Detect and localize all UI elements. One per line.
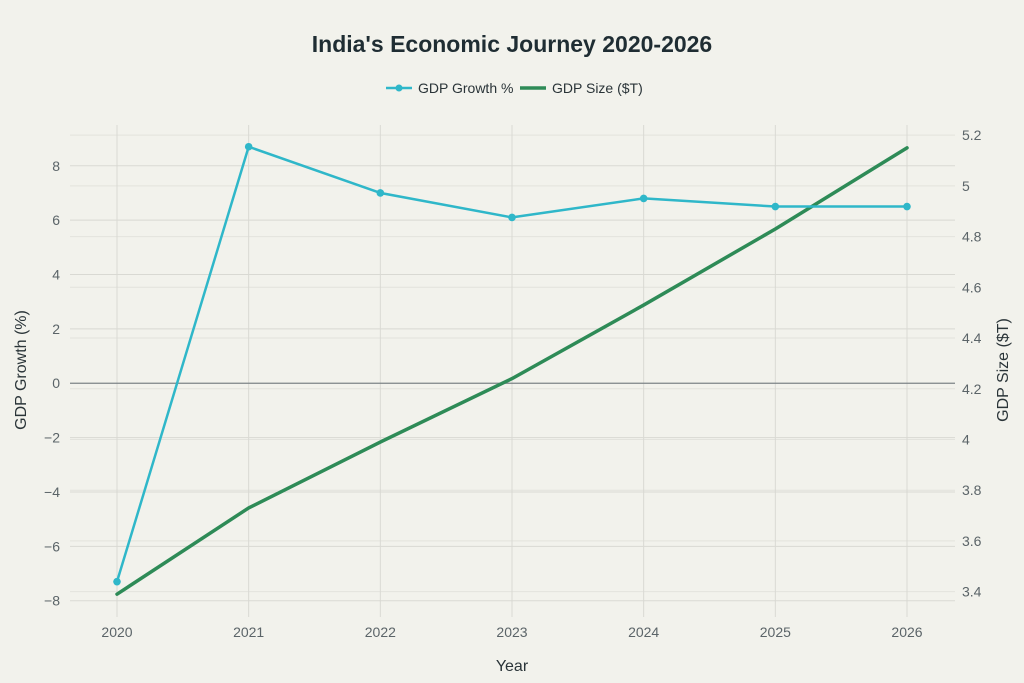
gdp-growth-point (771, 202, 780, 211)
y2-tick-label: 3.4 (962, 584, 982, 600)
series (113, 142, 911, 596)
y-tick-label: −2 (44, 430, 60, 446)
y2-tick-label: 4.8 (962, 229, 982, 245)
x-tick-label: 2021 (233, 624, 264, 640)
gdp-growth-point (244, 142, 253, 151)
y-tick-label: −8 (44, 593, 60, 609)
legend-label-growth: GDP Growth % (418, 80, 513, 96)
y2-tick-label: 4.6 (962, 279, 982, 295)
y-tick-label: −4 (44, 484, 60, 500)
x-tick-label: 2020 (101, 624, 132, 640)
y2-tick-label: 5.2 (962, 127, 982, 143)
gdp-size-line (115, 146, 909, 596)
y-tick-label: 4 (52, 267, 60, 283)
y-tick-label: 0 (52, 375, 60, 391)
gdp-growth-point (113, 577, 121, 586)
x-tick-label: 2026 (891, 624, 922, 640)
axes: 2020 2021 2022 2023 2024 2025 2026 −8 −6 −4 −2 0 2 4 6… (44, 127, 982, 640)
x-tick-label: 2022 (365, 624, 396, 640)
x-tick-label: 2025 (760, 624, 791, 640)
x-tick-label: 2023 (496, 624, 527, 640)
legend: GDP Growth % GDP Size ($T) (386, 80, 643, 96)
y-axis-title: GDP Growth (%) (13, 310, 30, 430)
legend-item-size[interactable]: GDP Size ($T) (520, 80, 643, 96)
y2-axis-title: GDP Size ($T) (995, 318, 1012, 422)
gdp-growth-point (376, 189, 385, 197)
legend-label-size: GDP Size ($T) (552, 80, 643, 96)
legend-marker-growth (395, 84, 403, 92)
chart-title: India's Economic Journey 2020-2026 (312, 31, 712, 57)
gdp-growth-point (639, 194, 648, 203)
y-tick-label: 8 (52, 158, 60, 174)
y2-tick-label: 4.2 (962, 381, 982, 397)
y2-tick-label: 4 (962, 431, 970, 447)
x-tick-label: 2024 (628, 624, 659, 640)
y2-tick-label: 5 (962, 178, 970, 194)
y2-tick-label: 3.6 (962, 533, 982, 549)
x-axis-title: Year (496, 658, 529, 675)
gridlines (70, 125, 955, 617)
legend-item-growth[interactable]: GDP Growth % (386, 80, 513, 96)
gdp-growth-point (508, 213, 516, 222)
y-tick-label: 2 (52, 321, 60, 337)
gdp-growth-point (903, 202, 911, 211)
y-tick-label: −6 (44, 538, 60, 554)
y-tick-label: 6 (52, 212, 60, 228)
y2-tick-label: 4.4 (962, 330, 982, 346)
y2-tick-label: 3.8 (962, 482, 982, 498)
